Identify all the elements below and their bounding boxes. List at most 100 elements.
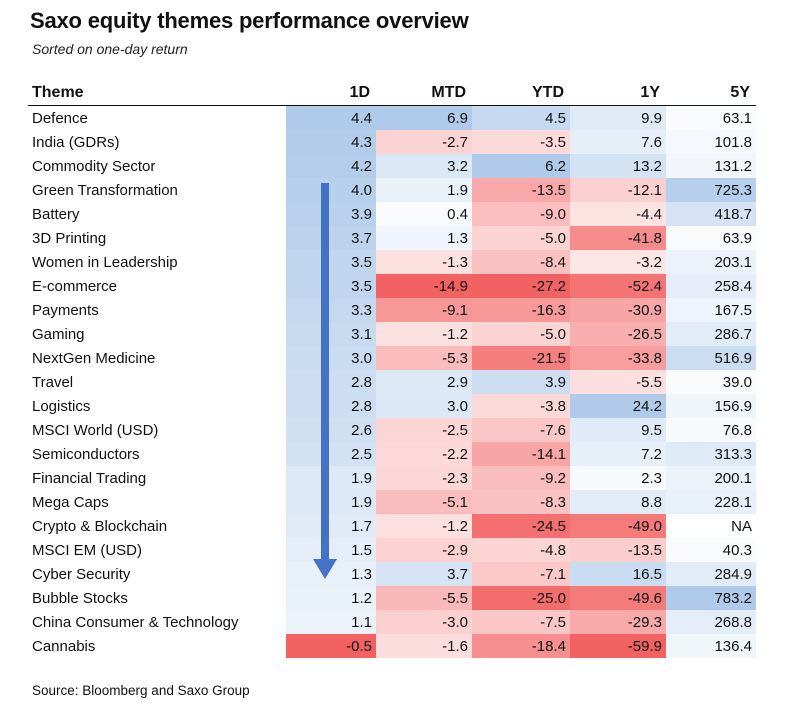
theme-name-cell: Payments bbox=[32, 301, 99, 319]
value-cell-mtd: 3.2 bbox=[376, 154, 472, 178]
theme-name-cell: 3D Printing bbox=[32, 229, 107, 247]
table-row: Cyber Security 1.3 3.7 -7.1 16.5 284.9 bbox=[28, 562, 756, 586]
value-cell-5y: 313.3 bbox=[666, 442, 756, 466]
chart-title: Saxo equity themes performance overview bbox=[30, 8, 469, 33]
value-cell-mtd: -14.9 bbox=[376, 274, 472, 298]
value-cell-1d: 4.4 bbox=[286, 105, 376, 130]
column-header-1y: 1Y bbox=[570, 80, 666, 106]
table-row: Defence 4.4 6.9 4.5 9.9 63.1 bbox=[28, 105, 756, 130]
value-cell-5y: 63.9 bbox=[666, 226, 756, 250]
value-cell-1y: 8.8 bbox=[570, 490, 666, 514]
value-cell-1y: -59.9 bbox=[570, 634, 666, 658]
value-cell-1y: 9.5 bbox=[570, 418, 666, 442]
theme-name-cell: NextGen Medicine bbox=[32, 349, 156, 367]
value-cell-1y: 9.9 bbox=[570, 105, 666, 130]
value-cell-mtd: -5.5 bbox=[376, 586, 472, 610]
theme-name-cell: Travel bbox=[32, 373, 74, 391]
table-row: Crypto & Blockchain 1.7 -1.2 -24.5 -49.0 NA bbox=[28, 514, 756, 538]
value-cell-1d: 3.5 bbox=[286, 274, 376, 298]
value-cell-1y: 7.6 bbox=[570, 130, 666, 154]
value-cell-1d: 1.7 bbox=[286, 514, 376, 538]
value-cell-5y: 418.7 bbox=[666, 202, 756, 226]
value-cell-mtd: -1.2 bbox=[376, 322, 472, 346]
value-cell-1d: 2.8 bbox=[286, 394, 376, 418]
value-cell-1y: -49.0 bbox=[570, 514, 666, 538]
value-cell-ytd: -18.4 bbox=[472, 634, 570, 658]
value-cell-ytd: -8.4 bbox=[472, 250, 570, 274]
value-cell-mtd: 1.9 bbox=[376, 178, 472, 202]
table-row: MSCI EM (USD) 1.5 -2.9 -4.8 -13.5 40.3 bbox=[28, 538, 756, 562]
table-row: Green Transformation 4.0 1.9 -13.5 -12.1 725.… bbox=[28, 178, 756, 202]
value-cell-1y: 16.5 bbox=[570, 562, 666, 586]
value-cell-1d: 2.6 bbox=[286, 418, 376, 442]
value-cell-1d: 3.3 bbox=[286, 298, 376, 322]
theme-name-cell: Women in Leadership bbox=[32, 253, 178, 271]
value-cell-5y: NA bbox=[666, 514, 756, 538]
column-header-5y: 5Y bbox=[666, 80, 756, 106]
value-cell-1d: 4.2 bbox=[286, 154, 376, 178]
value-cell-1y: -13.5 bbox=[570, 538, 666, 562]
value-cell-mtd: 6.9 bbox=[376, 105, 472, 130]
table-row: Financial Trading 1.9 -2.3 -9.2 2.3 200.1 bbox=[28, 466, 756, 490]
value-cell-mtd: -2.9 bbox=[376, 538, 472, 562]
table-row: China Consumer & Technology 1.1 -3.0 -7.5 -2… bbox=[28, 610, 756, 634]
value-cell-ytd: -3.8 bbox=[472, 394, 570, 418]
theme-name-cell: Gaming bbox=[32, 325, 85, 343]
value-cell-1y: 24.2 bbox=[570, 394, 666, 418]
value-cell-ytd: -9.0 bbox=[472, 202, 570, 226]
value-cell-mtd: 3.7 bbox=[376, 562, 472, 586]
value-cell-1y: 13.2 bbox=[570, 154, 666, 178]
value-cell-ytd: -5.0 bbox=[472, 322, 570, 346]
theme-name-cell: E-commerce bbox=[32, 277, 118, 295]
value-cell-5y: 40.3 bbox=[666, 538, 756, 562]
chart-subtitle: Sorted on one-day return bbox=[32, 41, 188, 57]
value-cell-5y: 136.4 bbox=[666, 634, 756, 658]
value-cell-5y: 203.1 bbox=[666, 250, 756, 274]
table-row: Women in Leadership 3.5 -1.3 -8.4 -3.2 203.1 bbox=[28, 250, 756, 274]
value-cell-ytd: 4.5 bbox=[472, 105, 570, 130]
value-cell-1d: 1.9 bbox=[286, 466, 376, 490]
theme-name-cell: Green Transformation bbox=[32, 181, 178, 199]
column-header-1d: 1D bbox=[286, 80, 376, 106]
value-cell-ytd: -8.3 bbox=[472, 490, 570, 514]
value-cell-ytd: -24.5 bbox=[472, 514, 570, 538]
value-cell-mtd: -9.1 bbox=[376, 298, 472, 322]
value-cell-ytd: -3.5 bbox=[472, 130, 570, 154]
value-cell-mtd: 2.9 bbox=[376, 370, 472, 394]
column-header-ytd: YTD bbox=[472, 80, 570, 106]
value-cell-mtd: -2.7 bbox=[376, 130, 472, 154]
performance-table: Theme 1D MTD YTD 1Y 5Y Defence 4.4 6.9 4.5 9… bbox=[28, 80, 756, 658]
theme-name-cell: Cyber Security bbox=[32, 565, 131, 583]
value-cell-ytd: -4.8 bbox=[472, 538, 570, 562]
value-cell-1d: 3.9 bbox=[286, 202, 376, 226]
table-row: NextGen Medicine 3.0 -5.3 -21.5 -33.8 516.9 bbox=[28, 346, 756, 370]
value-cell-5y: 63.1 bbox=[666, 105, 756, 130]
value-cell-5y: 286.7 bbox=[666, 322, 756, 346]
table-row: Travel 2.8 2.9 3.9 -5.5 39.0 bbox=[28, 370, 756, 394]
theme-name-cell: Battery bbox=[32, 205, 80, 223]
table-row: Gaming 3.1 -1.2 -5.0 -26.5 286.7 bbox=[28, 322, 756, 346]
value-cell-ytd: -13.5 bbox=[472, 178, 570, 202]
table-row: Logistics 2.8 3.0 -3.8 24.2 156.9 bbox=[28, 394, 756, 418]
table-row: 3D Printing 3.7 1.3 -5.0 -41.8 63.9 bbox=[28, 226, 756, 250]
value-cell-1d: -0.5 bbox=[286, 634, 376, 658]
value-cell-1d: 4.3 bbox=[286, 130, 376, 154]
value-cell-1d: 3.0 bbox=[286, 346, 376, 370]
value-cell-1d: 3.7 bbox=[286, 226, 376, 250]
value-cell-1y: 7.2 bbox=[570, 442, 666, 466]
table-row: Semiconductors 2.5 -2.2 -14.1 7.2 313.3 bbox=[28, 442, 756, 466]
value-cell-5y: 39.0 bbox=[666, 370, 756, 394]
value-cell-5y: 76.8 bbox=[666, 418, 756, 442]
value-cell-1y: -41.8 bbox=[570, 226, 666, 250]
value-cell-1y: -4.4 bbox=[570, 202, 666, 226]
theme-name-cell: MSCI EM (USD) bbox=[32, 541, 142, 559]
value-cell-1y: -30.9 bbox=[570, 298, 666, 322]
theme-name-cell: India (GDRs) bbox=[32, 133, 120, 151]
value-cell-ytd: -7.5 bbox=[472, 610, 570, 634]
table-row: Payments 3.3 -9.1 -16.3 -30.9 167.5 bbox=[28, 298, 756, 322]
value-cell-mtd: -5.1 bbox=[376, 490, 472, 514]
value-cell-5y: 258.4 bbox=[666, 274, 756, 298]
value-cell-1d: 4.0 bbox=[286, 178, 376, 202]
value-cell-5y: 228.1 bbox=[666, 490, 756, 514]
table-row: Commodity Sector 4.2 3.2 6.2 13.2 131.2 bbox=[28, 154, 756, 178]
